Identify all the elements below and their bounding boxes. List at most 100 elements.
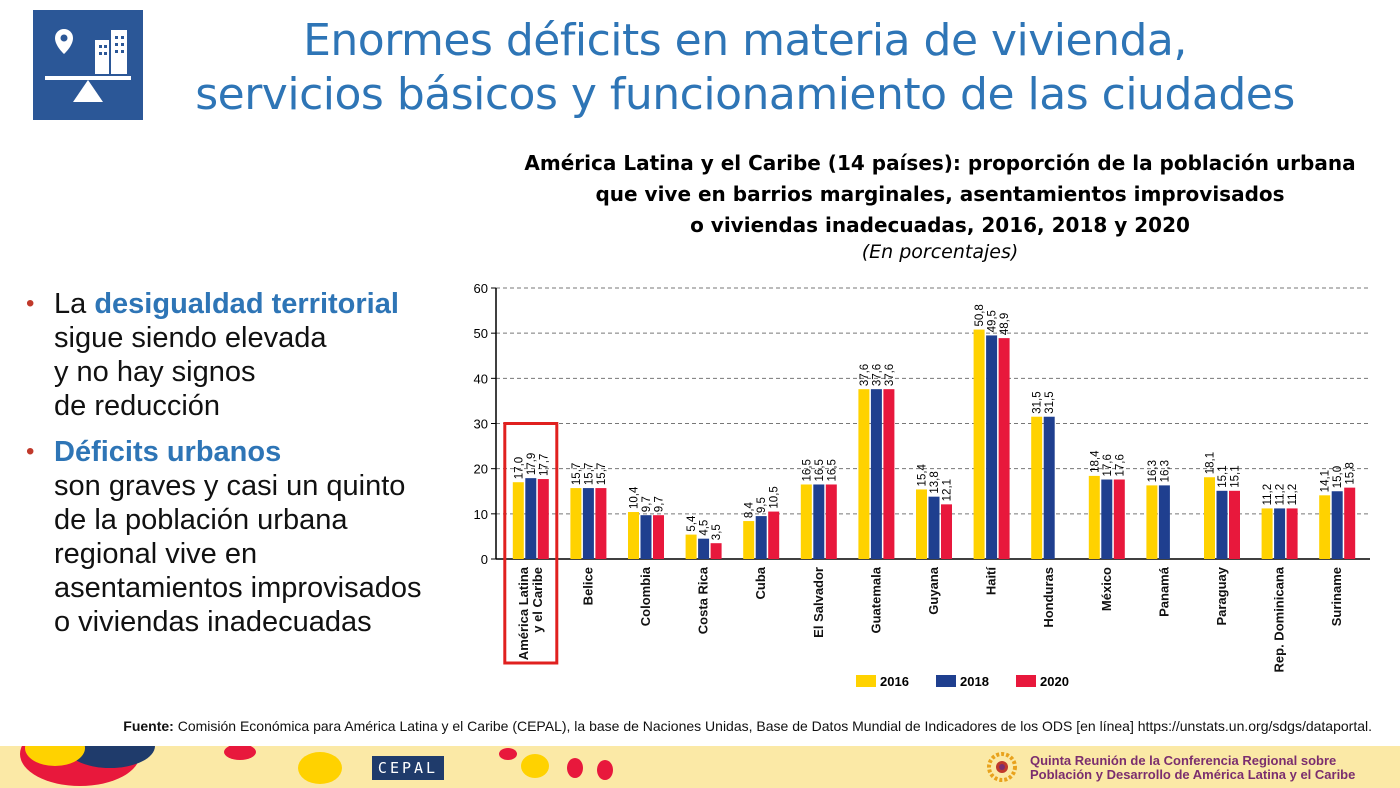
data-label: 9,5 [756,497,768,513]
data-label: 10,4 [629,486,641,509]
conference-logo-icon [987,752,1017,782]
bullet-territorial: • La desigualdad territorial sigue siend… [26,287,476,423]
bar-2018 [1216,490,1228,559]
data-label: 5,4 [686,515,698,532]
category-label: México [1099,567,1114,611]
bar-2020 [1229,490,1240,559]
data-label: 15,1 [1217,465,1229,487]
data-label: 18,4 [1089,450,1101,473]
legend-label: 2018 [960,674,989,689]
bar-2016 [1261,508,1273,559]
bar-2018 [928,496,940,559]
category-label: Colombia [638,566,653,626]
bullet-dot-icon: • [26,290,35,317]
category-label: América Latina [516,566,531,660]
data-label: 16,3 [1159,460,1171,482]
bar-2020 [768,511,780,559]
bar-2016 [743,521,755,559]
data-label: 18,1 [1205,452,1217,474]
data-label: 37,6 [871,364,883,386]
title-line-2: servicios básicos y funcionamiento de la… [195,69,1295,120]
bar-2016 [1088,475,1100,559]
data-label: 15,7 [571,463,583,485]
data-label: 9,7 [654,496,666,512]
source-note: Fuente: Comisión Económica para América … [0,718,1372,734]
bullet-line: y no hay signos [54,356,256,388]
data-label: 31,5 [1032,391,1044,413]
bar-2016 [973,329,985,559]
data-label: 11,2 [1275,484,1287,506]
legend-swatch-2020 [1016,675,1036,687]
highlight-box [503,422,559,665]
data-label: 15,0 [1332,466,1344,488]
cepal-logo: CEPAL [372,756,444,780]
category-label: Paraguay [1214,566,1229,625]
category-label: Honduras [1041,567,1056,628]
bar-2018 [525,478,537,559]
bar-2016 [685,534,697,559]
bar-2018 [813,484,825,559]
bar-2016 [1319,495,1331,559]
data-label: 14,1 [1320,470,1332,492]
y-tick-label: 60 [474,281,488,296]
data-label: 17,7 [538,454,550,476]
city-balance-icon [33,10,143,120]
category-label: Guyana [926,566,941,614]
y-tick-label: 10 [474,507,488,522]
category-label: El Salvador [811,567,826,638]
legend-label: 2016 [880,674,909,689]
bullet-line: La desigualdad territorial [54,287,476,321]
data-label: 15,4 [917,463,929,486]
bar-2020 [1286,508,1298,559]
legend-swatch-2016 [856,675,876,687]
bar-2020 [825,484,837,559]
footer-banner: CEPAL Quinta Reunión de la Conferencia R… [0,746,1400,788]
legend-label: 2020 [1040,674,1069,689]
bar-2016 [1204,477,1215,559]
data-label: 15,8 [1345,462,1357,484]
data-label: 16,5 [801,459,813,481]
y-tick-label: 20 [474,462,488,477]
chart-title: América Latina y el Caribe (14 países): … [500,148,1380,241]
data-label: 3,5 [711,524,723,540]
data-label: 16,3 [1147,460,1159,482]
bar-2018 [1274,508,1286,559]
bar-2016 [1031,416,1043,559]
y-tick-label: 40 [474,371,488,386]
bar-2020 [1113,479,1125,559]
bar-2020 [883,389,895,559]
data-label: 13,8 [929,471,941,493]
y-tick-label: 50 [474,326,488,341]
category-label: Belice [580,567,595,605]
category-label: Haití [984,567,999,596]
data-label: 16,5 [814,459,826,481]
bar-2018 [1101,479,1113,559]
data-label: 9,7 [641,496,653,512]
title-line-1: Enormes déficits en materia de vivienda, [303,15,1187,66]
bullet-text: La [54,288,87,320]
data-label: 10,5 [769,486,781,508]
chart-title-line-3: o viviendas inadecuadas, 2016, 2018 y 20… [690,213,1190,237]
category-label: Costa Rica [696,566,711,634]
bar-2018 [698,538,710,559]
category-label: y el Caribe [530,567,545,633]
y-tick-label: 30 [474,417,488,432]
bar-2016 [570,488,582,559]
bar-2018 [870,389,882,559]
bar-2018 [1043,416,1055,559]
bullet-line: de la población urbana [54,504,348,536]
bullet-line: regional vive en [54,538,258,570]
bar-2020 [537,479,549,559]
category-label: Rep. Dominicana [1272,566,1287,672]
bar-2020 [998,338,1010,559]
data-label: 17,6 [1114,454,1126,476]
conference-line-2: Población y Desarrollo de América Latina… [1030,767,1356,782]
page-title: Enormes déficits en materia de vivienda,… [160,14,1330,122]
conference-line-1: Quinta Reunión de la Conferencia Regiona… [1030,753,1337,768]
bar-2018 [1331,491,1343,559]
bar-2020 [941,504,952,559]
data-label: 8,4 [744,501,756,518]
bullet-line: de reducción [54,390,221,422]
legend-swatch-2018 [936,675,956,687]
data-label: 31,5 [1044,391,1056,413]
